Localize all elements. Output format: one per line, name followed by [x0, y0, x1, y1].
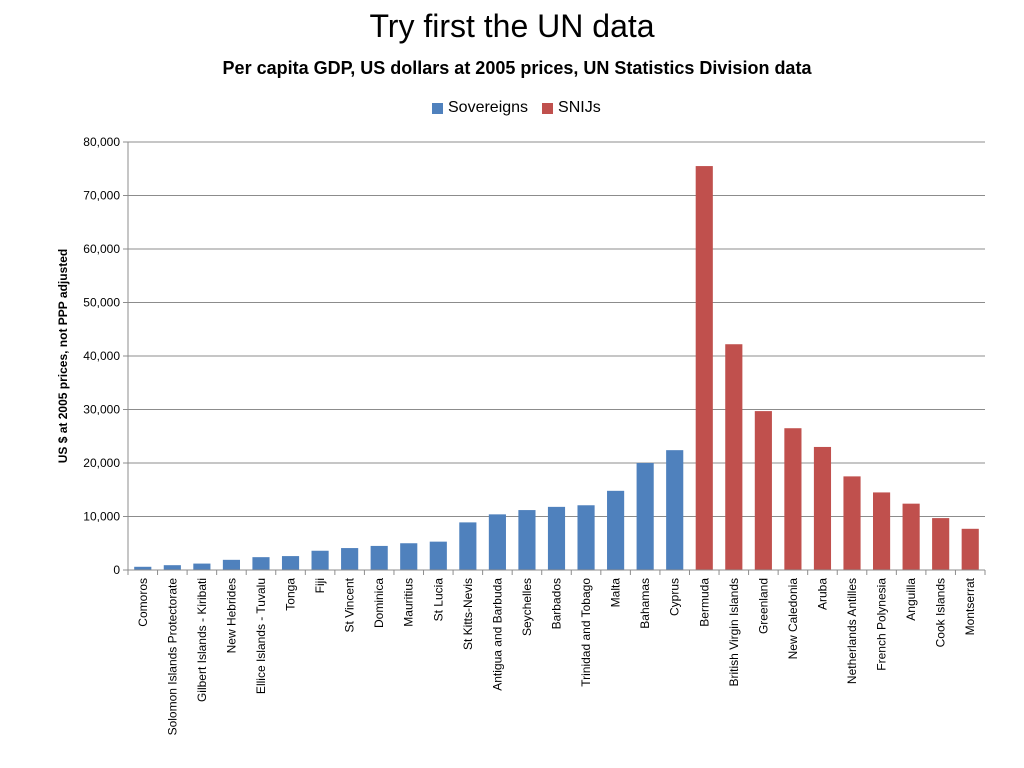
x-tick-label: Montserrat [963, 577, 977, 635]
bar [695, 166, 713, 570]
bar [193, 563, 211, 570]
bar [754, 411, 772, 570]
bar [488, 514, 506, 570]
x-tick-label: Barbados [550, 578, 564, 629]
y-tick-label: 20,000 [83, 456, 120, 470]
bar [252, 557, 270, 570]
bar [902, 503, 920, 570]
bars [134, 166, 979, 570]
legend-swatch-sovereigns [432, 102, 443, 114]
bar [843, 476, 861, 570]
x-tick-label: Bermuda [697, 578, 711, 627]
x-tick-label: Mauritius [402, 578, 416, 627]
x-axis-tick-labels: Comoros Solomon Islands Protectorate Gilbe… [136, 577, 977, 735]
x-tick-label: Gilbert Islands - Kiribati [195, 578, 209, 702]
x-tick-label: French Polynesia [875, 578, 889, 671]
x-tick-label: Cook Islands [934, 578, 948, 647]
bar [222, 559, 241, 570]
y-tick-label: 10,000 [83, 510, 120, 524]
y-tick-label: 70,000 [83, 189, 120, 203]
x-tick-label: New Caledonia [786, 578, 800, 660]
x-tick-label: Fiji [313, 578, 327, 593]
bar [666, 450, 684, 570]
legend: Sovereigns SNIJs [432, 99, 615, 117]
bar [134, 566, 152, 570]
x-tick-label: Bahamas [638, 578, 652, 629]
x-tick-label: Trinidad and Tobago [579, 578, 593, 687]
bar [784, 428, 802, 570]
y-tick-label: 30,000 [83, 403, 120, 417]
bar [163, 565, 181, 570]
y-axis-ticks: 0 10,000 20,000 30,000 40,000 50,000 60,000 70,… [83, 135, 128, 577]
x-tick-label: Cyprus [668, 578, 682, 616]
chart-title: Per capita GDP, US dollars at 2005 price… [222, 58, 812, 78]
x-tick-label: Seychelles [520, 578, 534, 636]
y-tick-label: 60,000 [83, 242, 120, 256]
legend-swatch-snijs [542, 102, 554, 114]
x-tick-label: St Kitts-Nevis [461, 578, 475, 650]
x-tick-label: New Hebrides [224, 578, 238, 653]
x-tick-label: Anguilla [904, 578, 918, 621]
bar [932, 518, 950, 570]
bar [311, 550, 329, 570]
gridlines [128, 141, 985, 517]
x-tick-label: Ellice Islands - Tuvalu [254, 578, 268, 694]
x-tick-label: Comoros [136, 578, 150, 627]
x-tick-label: St Lucia [431, 578, 445, 622]
bar [370, 545, 388, 570]
legend-label-sovereigns: Sovereigns [448, 99, 529, 116]
bar [577, 505, 595, 570]
x-tick-label: Antigua and Barbuda [490, 578, 504, 691]
y-tick-label: 0 [113, 563, 120, 577]
bar [607, 490, 625, 570]
legend-item-sovereigns: Sovereigns [432, 99, 528, 117]
bar [341, 548, 359, 570]
bar [518, 510, 536, 570]
x-tick-label: Tonga [284, 578, 298, 611]
y-tick-label: 80,000 [83, 135, 120, 149]
x-tick-label: Solomon Islands Protectorate [165, 578, 179, 736]
bar [429, 541, 447, 570]
x-tick-label: Netherlands Antilles [845, 578, 859, 684]
bar [281, 556, 300, 570]
legend-item-snijs: SNIJs [542, 99, 601, 117]
bar [459, 522, 477, 570]
bar [547, 506, 566, 570]
bar [872, 492, 891, 570]
x-tick-label: St Vincent [343, 577, 357, 632]
slide-title: Try first the UN data [369, 8, 655, 44]
y-tick-label: 40,000 [83, 349, 120, 363]
bar [813, 446, 832, 570]
bar [400, 543, 418, 570]
x-tick-label: Aruba [815, 578, 829, 610]
bar [725, 344, 743, 570]
bar [961, 528, 979, 570]
x-tick-label: Greenland [756, 578, 770, 634]
y-tick-label: 50,000 [83, 296, 120, 310]
x-tick-label: Dominica [372, 578, 386, 628]
x-tick-label: British Virgin Islands [727, 578, 741, 687]
bar [636, 463, 654, 570]
y-axis-label: US $ at 2005 prices, not PPP adjusted [56, 249, 70, 464]
axes [127, 142, 986, 575]
legend-label-snijs: SNIJs [558, 99, 601, 116]
x-tick-label: Malta [609, 578, 623, 608]
